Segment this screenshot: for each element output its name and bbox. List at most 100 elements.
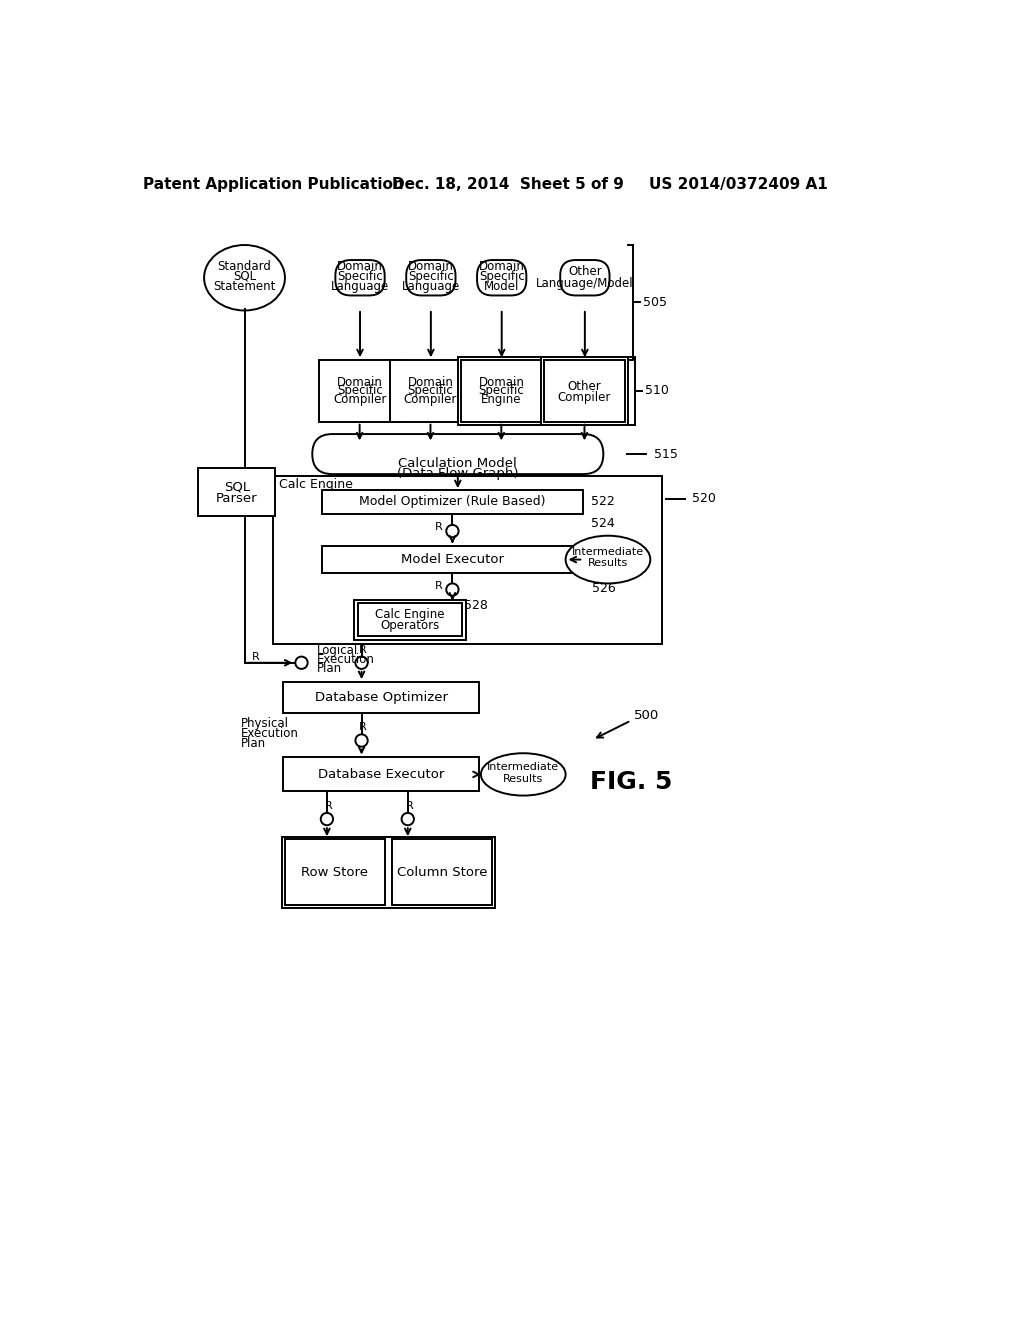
Text: Compiler: Compiler [403, 393, 457, 407]
Text: Parser: Parser [216, 492, 258, 504]
Text: Language: Language [401, 280, 460, 293]
Text: Standard: Standard [217, 260, 271, 273]
Text: Specific: Specific [478, 384, 524, 397]
Text: Results: Results [503, 774, 544, 784]
Bar [461, 360, 542, 422]
Text: FIG. 5: FIG. 5 [590, 770, 672, 795]
Text: 522: 522 [591, 495, 614, 508]
Text: Calc Engine: Calc Engine [280, 478, 353, 491]
Bar [322, 490, 584, 515]
Text: Intermediate: Intermediate [487, 763, 559, 772]
Text: R: R [359, 644, 367, 655]
Text: US 2014/0372409 A1: US 2014/0372409 A1 [649, 177, 828, 193]
Ellipse shape [446, 583, 459, 595]
Text: Domain: Domain [337, 260, 383, 273]
Text: Logical: Logical [316, 644, 358, 657]
Text: 515: 515 [653, 447, 678, 461]
Text: Language/Model: Language/Model [536, 277, 634, 290]
Text: Specific: Specific [337, 384, 383, 397]
Text: Language: Language [331, 280, 389, 293]
Text: Operators: Operators [380, 619, 439, 631]
Text: Domain: Domain [337, 376, 383, 389]
FancyBboxPatch shape [407, 260, 456, 296]
Text: Dec. 18, 2014  Sheet 5 of 9: Dec. 18, 2014 Sheet 5 of 9 [392, 177, 624, 193]
Ellipse shape [446, 525, 459, 537]
Text: Execution: Execution [316, 653, 375, 667]
Text: Database Executor: Database Executor [318, 768, 444, 781]
Text: Domain: Domain [479, 260, 524, 273]
Text: Row Store: Row Store [301, 866, 368, 879]
Text: Model Optimizer (Rule Based): Model Optimizer (Rule Based) [359, 495, 546, 508]
Text: Domain: Domain [408, 376, 454, 389]
Text: Specific: Specific [408, 384, 454, 397]
Text: Plan: Plan [316, 663, 342, 676]
Text: Patent Application Publication: Patent Application Publication [142, 177, 403, 193]
Text: Domain: Domain [408, 260, 454, 273]
Text: 505: 505 [643, 296, 667, 309]
Text: R: R [325, 801, 333, 810]
Text: Execution: Execution [241, 727, 299, 741]
Bar [322, 546, 584, 573]
Ellipse shape [401, 813, 414, 825]
Text: R: R [434, 523, 442, 532]
Ellipse shape [355, 734, 368, 747]
Text: 524: 524 [591, 517, 614, 529]
Text: Compiler: Compiler [333, 393, 386, 407]
Text: Other: Other [568, 265, 602, 279]
Text: Engine: Engine [481, 393, 521, 407]
Text: Plan: Plan [241, 737, 266, 750]
Text: Statement: Statement [213, 280, 275, 293]
Text: 526: 526 [592, 582, 616, 595]
Ellipse shape [565, 536, 650, 583]
Text: Physical: Physical [241, 717, 289, 730]
Bar [541, 358, 628, 425]
Text: 510: 510 [644, 384, 669, 397]
Text: R: R [252, 652, 260, 661]
Text: R: R [434, 581, 442, 591]
Ellipse shape [295, 656, 307, 669]
Text: Results: Results [588, 558, 628, 569]
Text: Domain: Domain [478, 376, 524, 389]
Ellipse shape [204, 246, 285, 310]
Bar [285, 840, 385, 906]
Text: SQL: SQL [232, 269, 256, 282]
Text: Database Optimizer: Database Optimizer [314, 690, 447, 704]
FancyBboxPatch shape [336, 260, 385, 296]
Ellipse shape [321, 813, 333, 825]
Text: R: R [406, 801, 413, 810]
Bar [319, 360, 400, 422]
Text: Calculation Model: Calculation Model [398, 457, 517, 470]
Bar [273, 475, 662, 644]
Text: Column Store: Column Store [397, 866, 487, 879]
Text: (Data Flow Graph): (Data Flow Graph) [397, 467, 518, 480]
Text: Specific: Specific [408, 269, 454, 282]
Text: 520: 520 [692, 492, 716, 506]
Bar [283, 837, 495, 908]
Ellipse shape [481, 754, 565, 796]
Ellipse shape [355, 656, 368, 669]
Bar [544, 360, 625, 422]
Bar [390, 360, 471, 422]
Bar [283, 682, 479, 713]
Text: R: R [359, 722, 367, 733]
FancyBboxPatch shape [560, 260, 609, 296]
Bar [392, 840, 493, 906]
Text: Specific: Specific [479, 269, 524, 282]
Text: Compiler: Compiler [558, 391, 611, 404]
Text: Specific: Specific [337, 269, 383, 282]
Text: Model Executor: Model Executor [401, 553, 504, 566]
Text: 500: 500 [634, 709, 659, 722]
Bar [458, 358, 545, 425]
FancyBboxPatch shape [477, 260, 526, 296]
Text: Calc Engine: Calc Engine [375, 607, 444, 620]
Bar [357, 603, 462, 636]
Text: SQL: SQL [224, 480, 250, 494]
Text: 528: 528 [464, 599, 487, 612]
Text: Model: Model [484, 280, 519, 293]
Text: Other: Other [567, 380, 601, 393]
Bar [199, 469, 275, 516]
FancyBboxPatch shape [312, 434, 603, 474]
Bar [283, 758, 479, 792]
Text: Intermediate: Intermediate [571, 546, 644, 557]
Bar [354, 599, 466, 640]
